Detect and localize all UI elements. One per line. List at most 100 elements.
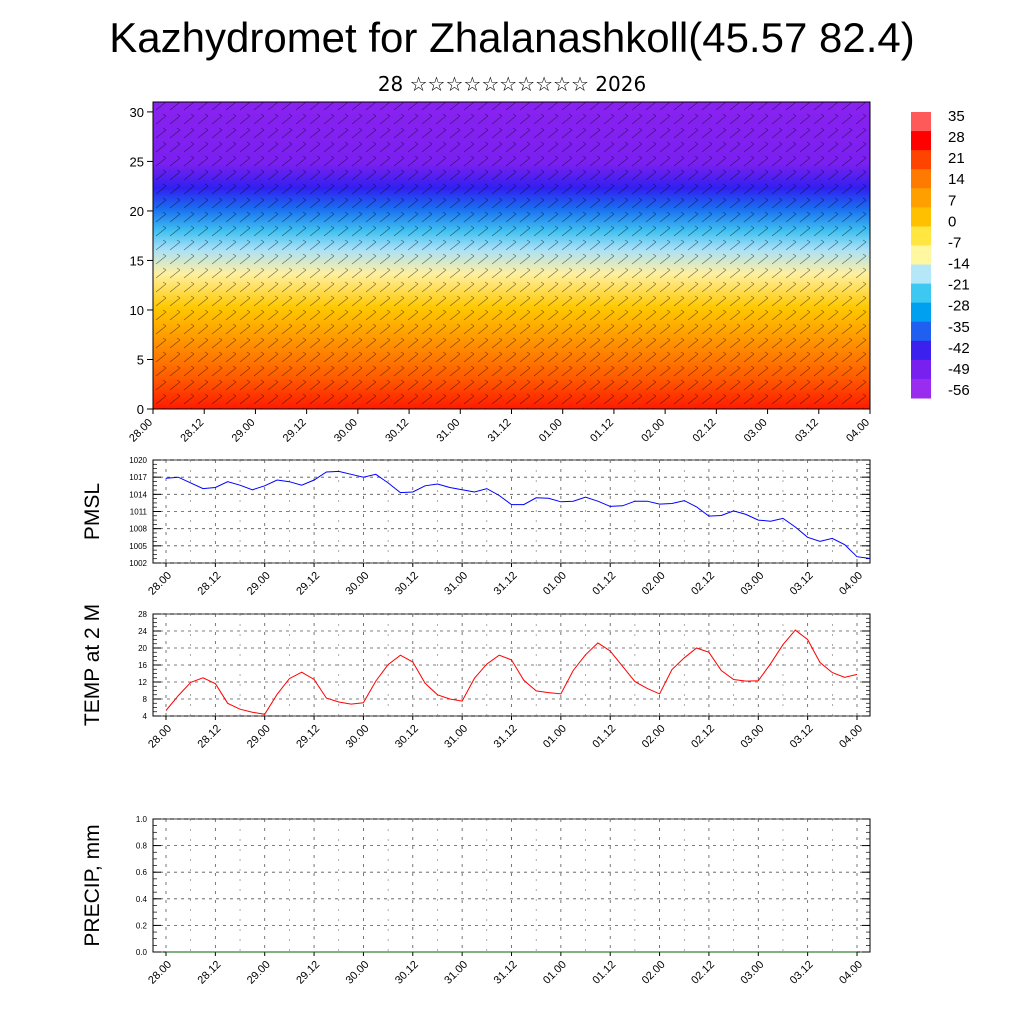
y-tick-label: 30 xyxy=(130,105,144,120)
y-tick-label: 1008 xyxy=(129,525,147,534)
x-tick-label: 29.00 xyxy=(245,723,273,751)
colorbar-label: 21 xyxy=(948,150,965,167)
x-tick-label: 31.00 xyxy=(442,570,470,598)
y-tick-label: 15 xyxy=(130,253,144,268)
colorbar-swatch xyxy=(911,207,931,227)
x-tick-label: 03.00 xyxy=(742,417,770,445)
colorbar-label: -7 xyxy=(948,234,961,251)
x-tick-label: 02.00 xyxy=(640,723,668,751)
x-tick-label: 02.00 xyxy=(640,570,668,598)
x-tick-label: 01.12 xyxy=(590,959,618,987)
colorbar-swatch xyxy=(911,359,931,380)
chart-title: Kazhydromet for Zhalanashkoll(45.57 82.4… xyxy=(109,14,915,61)
x-tick-label: 30.00 xyxy=(344,723,372,751)
x-tick-label: 04.00 xyxy=(844,417,872,445)
y-axis-label: PMSL xyxy=(81,483,104,540)
colorbar-label: 28 xyxy=(948,129,965,146)
x-tick-label: 01.12 xyxy=(590,723,618,751)
x-tick-label: 30.00 xyxy=(344,959,372,987)
y-tick-label: 1017 xyxy=(129,473,147,482)
colorbar-label: -35 xyxy=(948,319,970,336)
y-axis-label: PRECIP, mm xyxy=(81,824,104,946)
x-tick-label: 28.12 xyxy=(196,570,224,598)
x-tick-label: 01.12 xyxy=(590,570,618,598)
y-tick-label: 24 xyxy=(138,627,147,636)
x-tick-label: 28.00 xyxy=(146,723,174,751)
x-tick-label: 28.12 xyxy=(178,417,206,445)
colorbar-swatch xyxy=(911,283,931,304)
x-tick-label: 30.00 xyxy=(332,417,360,445)
y-tick-label: 1011 xyxy=(130,508,148,517)
x-tick-label: 28.00 xyxy=(127,417,155,445)
colorbar-label: 35 xyxy=(948,108,965,125)
y-tick-label: 1.0 xyxy=(136,815,148,824)
colorbar-swatch xyxy=(911,131,931,151)
x-tick-label: 28.00 xyxy=(146,570,174,598)
x-tick-label: 31.12 xyxy=(492,723,520,751)
x-tick-label: 03.12 xyxy=(788,723,816,751)
x-tick-label: 04.00 xyxy=(837,959,865,987)
x-tick-label: 31.00 xyxy=(442,723,470,751)
colorbar-swatch xyxy=(911,169,931,189)
x-tick-label: 29.12 xyxy=(294,723,322,751)
x-tick-label: 30.12 xyxy=(393,723,421,751)
x-tick-label: 29.12 xyxy=(294,959,322,987)
colorbar-label: 7 xyxy=(948,192,956,209)
x-tick-label: 31.12 xyxy=(492,959,520,987)
x-tick-label: 31.00 xyxy=(442,959,470,987)
y-tick-label: 8 xyxy=(143,695,148,704)
x-tick-label: 30.12 xyxy=(383,417,411,445)
chart-subtitle: 28 ☆☆☆☆☆☆☆☆☆☆ 2026 xyxy=(377,72,647,96)
x-tick-label: 02.00 xyxy=(639,417,667,445)
x-tick-label: 28.12 xyxy=(196,723,224,751)
y-tick-label: 0.6 xyxy=(136,868,148,877)
y-tick-label: 5 xyxy=(137,352,144,367)
colorbar-swatch xyxy=(911,340,931,361)
x-tick-label: 01.00 xyxy=(537,417,565,445)
y-tick-label: 1020 xyxy=(129,456,147,465)
colorbar-label: -14 xyxy=(948,256,970,273)
temp-panel: 4 8 12 16 20 24 28 28.00 28.12 29.00 29.12 30.00 30.… xyxy=(81,604,871,751)
x-tick-label: 01.00 xyxy=(541,723,569,751)
y-tick-label: 12 xyxy=(138,678,147,687)
colorbar: 35 28 21 14 7 0 -7 -14 -21 -28 -35 -42 -49 -56 xyxy=(911,108,970,399)
x-tick-label: 31.00 xyxy=(434,417,462,445)
x-tick-label: 29.00 xyxy=(245,959,273,987)
x-tick-label: 31.12 xyxy=(492,570,520,598)
x-tick-label: 30.12 xyxy=(393,570,421,598)
x-tick-label: 28.12 xyxy=(196,959,224,987)
y-tick-label: 25 xyxy=(130,154,144,169)
colorbar-swatch xyxy=(911,188,931,208)
x-tick-label: 03.00 xyxy=(738,570,766,598)
colorbar-label: -42 xyxy=(948,340,970,357)
x-tick-label: 01.00 xyxy=(541,959,569,987)
x-tick-label: 03.12 xyxy=(793,417,821,445)
y-tick-label: 0.2 xyxy=(136,921,148,930)
colorbar-label: -28 xyxy=(948,298,970,315)
x-tick-label: 02.00 xyxy=(640,959,668,987)
data-series-line xyxy=(165,470,870,559)
x-tick-label: 03.12 xyxy=(788,959,816,987)
colorbar-label: -49 xyxy=(948,361,970,378)
colorbar-swatch xyxy=(911,321,931,342)
x-tick-label: 03.00 xyxy=(738,959,766,987)
colorbar-label: -21 xyxy=(948,277,970,294)
y-axis-label: TEMP at 2 M xyxy=(81,604,104,726)
colorbar-swatch xyxy=(911,112,931,132)
colorbar-label: -56 xyxy=(948,382,970,399)
x-tick-label: 30.00 xyxy=(344,570,372,598)
x-tick-label: 02.12 xyxy=(689,959,717,987)
x-tick-label: 04.00 xyxy=(837,723,865,751)
colorbar-swatch xyxy=(911,245,931,266)
colorbar-swatch xyxy=(911,264,931,285)
colorbar-label: 14 xyxy=(948,171,965,188)
x-tick-label: 02.12 xyxy=(689,723,717,751)
y-tick-label: 1005 xyxy=(129,542,147,551)
x-tick-label: 02.12 xyxy=(691,417,719,445)
x-tick-label: 28.00 xyxy=(146,959,174,987)
colorbar-swatch xyxy=(911,226,931,246)
colorbar-swatch xyxy=(911,378,931,399)
colorbar-label: 0 xyxy=(948,213,956,230)
colorbar-swatch xyxy=(911,150,931,170)
